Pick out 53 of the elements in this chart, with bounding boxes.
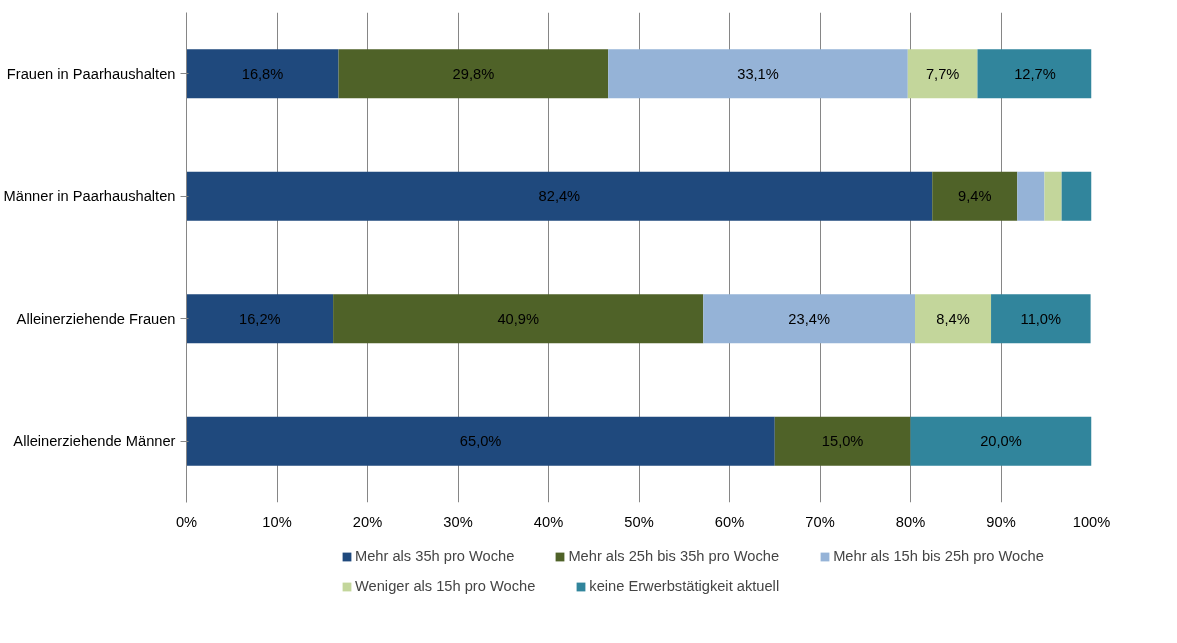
y-tick-label: Alleinerziehende Männer <box>13 433 176 450</box>
x-tick-label: 0% <box>175 513 198 530</box>
bar <box>977 49 1092 99</box>
x-tick-label: 70% <box>805 513 835 530</box>
x-tick-label: 80% <box>895 513 926 530</box>
y-tick-label: Frauen in Paarhaushalten <box>6 65 176 82</box>
bar <box>907 49 978 99</box>
bar <box>932 171 1018 221</box>
bar <box>991 294 1091 344</box>
data-label: 8,4% <box>936 310 970 327</box>
data-label: 7,7% <box>925 65 960 82</box>
bar <box>910 416 1092 466</box>
data-label: 23,4% <box>788 310 830 327</box>
data-label: 11,0% <box>1020 310 1062 327</box>
data-label: 33,1% <box>737 65 779 82</box>
y-tick-label: Männer in Paarhaushalten <box>3 188 176 205</box>
bar <box>186 294 334 344</box>
bar <box>333 294 704 344</box>
x-tick-label: 100% <box>1072 513 1111 530</box>
legend-label: Mehr als 15h bis 25h pro Woche <box>833 548 1044 564</box>
data-label: 9,4% <box>958 188 992 205</box>
bar <box>774 416 911 466</box>
x-tick-label: 20% <box>352 513 383 530</box>
legend-label: keine Erwerbstätigkeit aktuell <box>589 578 780 594</box>
data-label: 15,0% <box>821 433 864 450</box>
legend-label: Weniger als 15h pro Woche <box>355 578 536 594</box>
bar <box>186 171 933 221</box>
data-label: 12,7% <box>1014 65 1056 82</box>
data-label: 16,8% <box>241 65 284 82</box>
x-tick-label: 90% <box>986 513 1016 530</box>
data-label: 65,0% <box>459 433 502 450</box>
x-tick-label: 10% <box>262 513 292 530</box>
bar <box>608 49 908 99</box>
bar <box>1044 171 1062 221</box>
bar <box>186 416 775 466</box>
bar <box>1061 171 1092 221</box>
x-tick-label: 50% <box>624 513 654 530</box>
bar <box>703 294 916 344</box>
x-tick-label: 30% <box>443 513 473 530</box>
y-tick-label: Alleinerziehende Frauen <box>16 310 176 327</box>
legend-label: Mehr als 25h bis 35h pro Woche <box>568 548 780 564</box>
bar <box>186 49 339 99</box>
data-label: 16,2% <box>239 310 281 327</box>
data-label: 82,4% <box>538 188 581 205</box>
bar <box>915 294 992 344</box>
data-label: 29,8% <box>452 65 495 82</box>
legend-label: Mehr als 35h pro Woche <box>355 548 515 564</box>
bar <box>338 49 609 99</box>
x-tick-label: 60% <box>714 513 745 530</box>
bar <box>1017 171 1045 221</box>
x-tick-label: 40% <box>533 513 564 530</box>
data-label: 40,9% <box>497 310 539 327</box>
data-label: 20,0% <box>980 433 1022 450</box>
